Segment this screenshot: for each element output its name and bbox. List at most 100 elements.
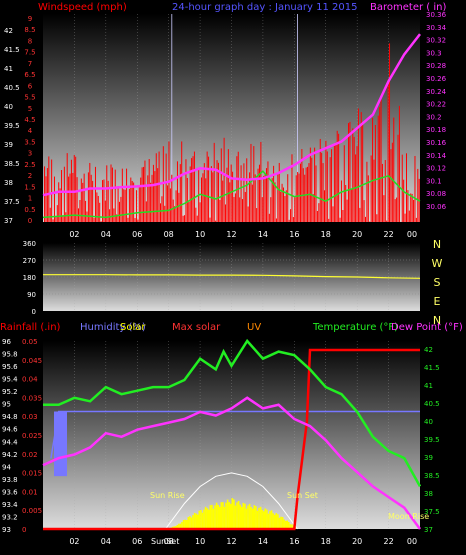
y-tick-label: 41.5 — [4, 46, 20, 54]
solar-bar — [204, 506, 207, 529]
y-tick-label: 4 — [28, 127, 33, 135]
y-tick-label: 0 — [28, 217, 32, 225]
wind-axis: 0 0.5 1 1.5 2 2.5 3 3.5 4 4.5 5 5.5 6 6.5 7 7.5 8 8.5 9 — [24, 15, 35, 225]
x-tick-label: 20 — [352, 537, 362, 546]
solar-title: Solar — [120, 322, 146, 333]
solar-bar — [226, 499, 229, 529]
y-tick-label: 39.5 — [4, 122, 20, 130]
y-tick-label: 0.05 — [22, 338, 38, 346]
solar-bar — [244, 503, 246, 529]
y-tick-label: 40 — [4, 103, 13, 111]
y-tick-label: 37.5 — [4, 198, 20, 206]
solar-bar — [291, 524, 293, 529]
y-tick-label: 2.5 — [24, 161, 35, 169]
x-tick-label: 18 — [321, 230, 331, 239]
y-tick-label: 37.5 — [424, 508, 440, 516]
x-tick-label: 06 — [132, 537, 142, 546]
graph-day-title: 24-hour graph day : January 11 2015 — [172, 2, 357, 13]
solar-bar — [195, 513, 197, 529]
y-tick-label: 95.8 — [2, 351, 18, 359]
x-tick-label: 12 — [226, 230, 236, 239]
y-tick-label: 0.04 — [22, 376, 38, 384]
y-tick-label: 4.5 — [24, 116, 35, 124]
solar-bar — [278, 517, 281, 529]
x-tick-label: 00 — [407, 230, 417, 239]
solar-bar — [253, 505, 256, 529]
panel3-grid — [74, 341, 389, 529]
y-tick-label: 8.5 — [24, 26, 35, 34]
solar-bar — [174, 526, 177, 529]
barometer-axis: 30.06 30.08 30.1 30.12 30.14 30.16 30.18 30.2 30… — [426, 11, 447, 211]
solar-bar — [283, 519, 285, 529]
panel1-x-axis: 02 04 06 08 10 12 14 16 18 20 22 00 — [69, 230, 417, 239]
y-tick-label: 94 — [2, 463, 11, 471]
x-tick-label: 08 — [164, 537, 174, 546]
solar-bar — [258, 507, 260, 529]
solar-bar — [185, 520, 188, 529]
y-tick-label: 30.22 — [426, 101, 446, 109]
y-tick-label: 30.14 — [426, 152, 447, 160]
y-tick-label: 94.2 — [2, 451, 18, 459]
solar-bar — [184, 519, 186, 529]
solar-bar — [245, 508, 248, 529]
y-tick-label: 0.025 — [22, 432, 42, 440]
solar-bar — [272, 513, 274, 529]
y-tick-label: 95 — [2, 401, 11, 409]
solar-bar — [201, 512, 204, 529]
y-tick-label: 42 — [424, 346, 433, 354]
y-tick-label: 30.18 — [426, 126, 446, 134]
solar-bar — [280, 516, 282, 529]
y-tick-label: 93 — [2, 526, 11, 534]
solar-bar — [262, 511, 265, 529]
rainfall-title: Rainfall (.in) — [0, 322, 61, 333]
y-tick-label: 30.34 — [426, 24, 447, 32]
windspeed-title: Windspeed (mph) — [38, 2, 127, 13]
x-tick-label: 02 — [69, 537, 79, 546]
solar-bar — [261, 509, 263, 529]
solar-bar — [275, 513, 278, 529]
solar-bars — [170, 498, 296, 529]
solar-bar — [240, 506, 243, 529]
solar-bar — [214, 505, 216, 529]
y-tick-label: 94.6 — [2, 426, 18, 434]
rain-axis: 0 0.005 0.01 0.015 0.02 0.025 0.03 0.035 0.04 0.0… — [22, 338, 42, 534]
solar-bar — [203, 509, 205, 529]
solar-bar — [266, 509, 268, 529]
solar-bar — [289, 524, 292, 529]
solar-bar — [248, 503, 251, 529]
y-tick-label: 1 — [28, 195, 32, 203]
y-tick-label: 39 — [4, 141, 13, 149]
y-tick-label: 0 — [32, 308, 36, 316]
solar-bar — [211, 504, 213, 529]
y-tick-label: 5.5 — [24, 94, 35, 102]
y-tick-label: 41 — [424, 382, 433, 390]
humidity-line — [50, 410, 420, 459]
y-tick-label: 0.015 — [22, 470, 42, 478]
y-tick-label: 95.4 — [2, 376, 18, 384]
solar-bar — [179, 523, 182, 529]
barometer-line — [42, 33, 421, 197]
y-tick-label: 90 — [27, 291, 36, 299]
temperature-line — [43, 338, 422, 488]
solar-bar — [198, 510, 201, 529]
y-tick-label: 39 — [424, 454, 433, 462]
humidity-block — [54, 411, 67, 477]
y-tick-label: 1.5 — [24, 183, 35, 191]
solar-bar — [273, 514, 276, 529]
solar-bar — [196, 514, 199, 529]
solar-bar — [207, 509, 210, 529]
humidity-axis: 93 93.2 93.4 93.6 93.8 94 94.2 94.4 94.6 94.8 95 95… — [2, 338, 18, 534]
y-tick-label: 30.24 — [426, 88, 447, 96]
solar-bar — [218, 506, 221, 529]
y-tick-label: 30.3 — [426, 49, 442, 57]
solar-bar — [237, 501, 240, 529]
sun-set-label: Sun Set — [287, 491, 318, 500]
x-tick-label: 06 — [132, 230, 142, 239]
solar-bar — [193, 512, 196, 529]
y-tick-label: 37 — [424, 526, 433, 534]
solar-bar — [270, 510, 273, 529]
y-tick-label: 360 — [23, 240, 36, 248]
solar-bar — [259, 506, 262, 529]
y-tick-label: 42 — [4, 27, 13, 35]
y-tick-label: 39.5 — [424, 436, 440, 444]
